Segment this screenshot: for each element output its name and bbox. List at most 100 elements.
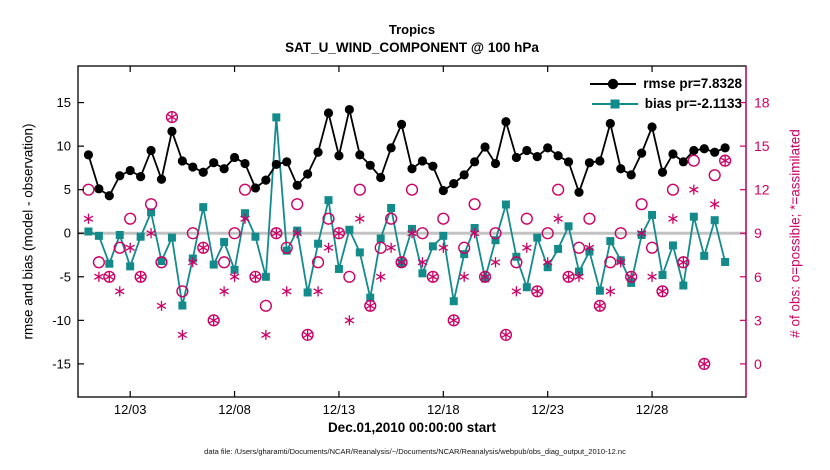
bias-marker — [668, 241, 677, 250]
rmse-marker — [699, 144, 709, 154]
rmse-marker — [198, 167, 208, 177]
bias-marker — [157, 257, 166, 266]
bias-marker — [366, 293, 375, 302]
rmse-marker — [532, 151, 542, 162]
rmse-marker — [219, 164, 229, 174]
rmse-marker — [490, 158, 501, 169]
rmse-marker — [146, 145, 156, 156]
obs-assimilated-marker — [344, 317, 355, 324]
obs-assimilated-marker — [219, 288, 229, 295]
rmse-marker — [271, 159, 281, 170]
obs-possible-marker — [364, 299, 377, 312]
bias-marker — [522, 283, 531, 292]
obs-assimilated-marker — [678, 259, 689, 266]
bias-marker — [554, 244, 563, 253]
rmse-marker — [104, 191, 114, 201]
obs-assimilated-marker — [542, 259, 553, 266]
obs-assimilated-marker — [240, 215, 250, 222]
left-tick-label: -15 — [52, 356, 71, 371]
rmse-marker — [115, 171, 125, 181]
bias-marker — [272, 113, 281, 122]
obs-assimilated-marker — [563, 273, 574, 280]
obs-possible-marker — [645, 241, 659, 254]
rmse-marker — [605, 118, 615, 129]
obs-assimilated-marker — [365, 302, 375, 309]
obs-possible-marker — [291, 198, 304, 211]
data-file-caption: data file: /Users/gharamti/Documents/NCA… — [204, 447, 626, 456]
obs-possible-marker — [92, 256, 105, 269]
obs-assimilated-marker — [522, 244, 532, 251]
obs-possible-marker — [238, 183, 252, 196]
left-tick-label: 0 — [64, 226, 71, 241]
x-tick-label: 12/28 — [636, 402, 669, 417]
obs-assimilated-marker — [657, 288, 668, 295]
obs-assimilated-marker — [709, 201, 720, 208]
rmse-marker — [250, 183, 261, 193]
obs-assimilated-marker — [532, 288, 542, 295]
rmse-marker — [511, 152, 521, 163]
obs-possible-marker — [374, 241, 387, 254]
right-axis-label: # of obs: o=possible; *=assimilated — [787, 129, 803, 338]
obs-assimilated-marker — [188, 259, 198, 266]
rmse-marker — [94, 184, 104, 194]
bias-marker — [303, 288, 312, 297]
obs-possible-marker — [176, 285, 189, 298]
bias-marker — [199, 203, 208, 212]
obs-assimilated-marker — [323, 244, 334, 251]
obs-assimilated-marker — [375, 273, 386, 280]
bias-marker — [439, 231, 448, 240]
obs-assimilated-marker — [208, 317, 219, 324]
rmse-legend-marker-icon — [590, 78, 637, 89]
obs-possible-marker — [385, 212, 398, 225]
obs-possible-marker — [259, 299, 272, 312]
rmse-marker — [574, 187, 584, 197]
rmse-marker — [396, 119, 407, 129]
bias-marker — [700, 251, 709, 260]
obs-possible-marker — [572, 241, 586, 254]
bias-marker — [115, 230, 124, 239]
bias-marker — [595, 286, 604, 295]
obs-assimilated-marker — [313, 288, 323, 295]
obs-assimilated-marker — [689, 186, 699, 193]
obs-possible-marker — [708, 169, 721, 182]
obs-possible-marker — [343, 270, 356, 283]
rmse-marker — [323, 108, 334, 118]
obs-assimilated-marker — [449, 317, 459, 324]
left-tick-label: 5 — [64, 182, 71, 197]
rmse-marker — [125, 165, 135, 176]
bias-marker — [136, 232, 145, 241]
bias-marker — [282, 246, 291, 255]
rmse-marker — [188, 162, 198, 172]
obs-possible-marker — [468, 198, 481, 211]
left-tick-label: 15 — [57, 95, 71, 110]
bias-marker — [533, 233, 542, 242]
obs-possible-marker — [478, 270, 492, 283]
obs-possible-marker — [698, 357, 711, 371]
bias-marker — [501, 200, 510, 209]
bias-marker — [428, 242, 437, 251]
obs-possible-marker — [614, 227, 627, 240]
obs-assimilated-marker — [135, 273, 146, 280]
rmse-marker — [637, 148, 647, 158]
bias-marker — [147, 208, 156, 217]
obs-assimilated-marker — [156, 302, 167, 309]
bias-marker — [376, 234, 385, 243]
obs-assimilated-marker — [490, 259, 501, 266]
x-tick-label: 12/03 — [114, 402, 147, 417]
obs-possible-marker — [489, 227, 502, 240]
obs-assimilated-marker — [428, 273, 438, 280]
bias-marker — [241, 209, 249, 218]
obs-possible-marker — [405, 183, 419, 196]
legend-bias-label: bias pr=-2.1133 — [644, 96, 742, 111]
right-tick-label: 3 — [754, 312, 762, 328]
obs-assimilated-marker — [250, 273, 261, 280]
obs-possible-marker — [134, 270, 147, 283]
bias-marker — [449, 297, 458, 306]
chart-title-variable: SAT_U_WIND_COMPONENT @ 100 hPa — [285, 40, 539, 55]
bias-marker — [105, 259, 114, 268]
obs-possible-marker — [113, 241, 126, 254]
obs-possible-marker — [332, 227, 346, 240]
rmse-marker — [240, 158, 250, 169]
rmse-marker — [417, 156, 428, 166]
